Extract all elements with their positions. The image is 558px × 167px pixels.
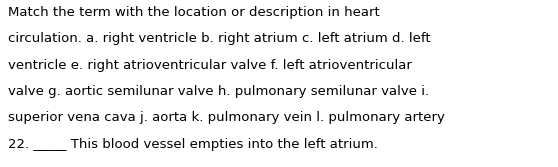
Text: ventricle e. right atrioventricular valve f. left atrioventricular: ventricle e. right atrioventricular valv… — [8, 59, 412, 72]
Text: superior vena cava j. aorta k. pulmonary vein l. pulmonary artery: superior vena cava j. aorta k. pulmonary… — [8, 111, 445, 124]
Text: valve g. aortic semilunar valve h. pulmonary semilunar valve i.: valve g. aortic semilunar valve h. pulmo… — [8, 85, 429, 98]
Text: circulation. a. right ventricle b. right atrium c. left atrium d. left: circulation. a. right ventricle b. right… — [8, 32, 430, 45]
Text: 22. _____ This blood vessel empties into the left atrium.: 22. _____ This blood vessel empties into… — [8, 138, 378, 151]
Text: Match the term with the location or description in heart: Match the term with the location or desc… — [8, 6, 379, 19]
